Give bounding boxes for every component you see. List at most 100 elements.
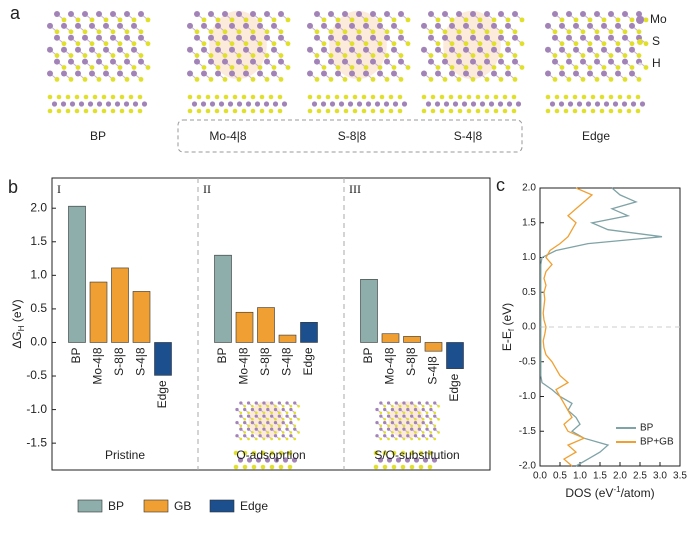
y-axis-label-part: (eV)	[10, 299, 24, 325]
bar	[300, 322, 318, 343]
s-atom	[262, 411, 266, 415]
s-atom	[435, 41, 441, 47]
mo-atom	[239, 414, 243, 418]
mo-atom	[246, 427, 251, 431]
s-atom	[626, 108, 632, 114]
legend-swatch	[636, 16, 644, 24]
legend-label: S	[652, 34, 660, 48]
mo-atom	[629, 22, 635, 29]
s-atom	[316, 94, 322, 100]
mo-atom	[410, 427, 414, 431]
s-atom	[289, 418, 293, 421]
s-atom	[349, 41, 355, 47]
mo-atom	[255, 457, 262, 463]
group-name: O-adsoprtion	[236, 448, 305, 462]
mo-atom	[463, 46, 469, 53]
mo-atom	[370, 58, 376, 65]
mo-atom	[271, 22, 277, 29]
mo-atom	[615, 70, 621, 77]
s-atom	[429, 404, 433, 408]
s-atom	[137, 94, 143, 100]
s-atom	[388, 94, 394, 100]
mo-atom	[285, 414, 289, 418]
s-atom	[222, 53, 228, 58]
mo-atom	[82, 34, 88, 41]
s-atom	[363, 65, 369, 70]
s-atom	[335, 17, 341, 23]
mo-atom	[194, 58, 200, 65]
s-atom	[96, 29, 102, 35]
mo-atom	[321, 46, 327, 53]
y-tick-label: 1.0	[30, 268, 47, 282]
s-atom	[421, 404, 425, 408]
s-atom	[137, 108, 143, 114]
mo-atom	[278, 58, 284, 65]
s-atom	[391, 404, 394, 408]
s-atom	[285, 424, 289, 428]
s-atom	[349, 65, 355, 70]
mo-atom	[398, 58, 404, 65]
s-atom	[328, 29, 334, 35]
s-atom	[278, 450, 284, 456]
s-atom	[260, 464, 266, 470]
mo-atom	[257, 22, 263, 29]
legend-label: BP	[108, 499, 124, 513]
s-atom	[356, 53, 362, 58]
s-atom	[271, 17, 277, 23]
mo-atom	[390, 420, 395, 425]
s-atom	[201, 65, 207, 70]
mo-atom	[391, 70, 397, 77]
mo-atom	[479, 101, 486, 107]
mo-atom	[229, 46, 235, 53]
mo-atom	[512, 58, 518, 65]
s-atom	[552, 29, 558, 35]
y-axis-label-sub: f	[507, 328, 516, 331]
s-atom	[421, 94, 427, 100]
bar	[360, 279, 378, 343]
mo-atom	[442, 11, 448, 17]
s-atom	[287, 464, 293, 470]
group-label: III	[349, 182, 361, 196]
s-atom	[128, 94, 134, 100]
s-atom	[223, 94, 229, 100]
s-atom	[285, 65, 291, 70]
s-atom	[241, 108, 247, 114]
mo-atom	[328, 34, 334, 41]
s-atom	[519, 65, 525, 70]
s-atom	[321, 65, 327, 70]
mo-atom	[421, 407, 425, 412]
s-atom	[243, 418, 247, 421]
s-atom	[214, 108, 220, 114]
mo-atom	[215, 22, 221, 29]
mo-atom	[96, 11, 102, 17]
mo-atom	[131, 22, 137, 29]
mo-atom	[187, 70, 193, 77]
mo-atom	[208, 34, 214, 41]
mo-atom	[307, 22, 313, 29]
mo-atom	[54, 11, 60, 17]
s-atom	[89, 41, 95, 47]
mo-atom	[470, 34, 476, 41]
mo-atom	[402, 401, 406, 405]
mo-atom	[347, 101, 354, 107]
s-atom	[590, 94, 596, 100]
s-atom	[484, 94, 490, 100]
s-atom	[491, 65, 497, 70]
s-atom	[519, 41, 525, 47]
mo-atom	[222, 58, 228, 65]
mo-atom	[270, 427, 274, 431]
mo-atom	[622, 34, 628, 41]
s-atom	[430, 94, 436, 100]
s-atom	[285, 41, 291, 47]
mo-atom	[335, 46, 341, 53]
s-atom	[274, 418, 277, 421]
mo-atom	[463, 70, 469, 77]
mo-atom	[250, 34, 256, 41]
mo-atom	[110, 11, 116, 17]
x-tick-label: 2.5	[633, 471, 647, 482]
s-atom	[289, 404, 293, 408]
mo-atom	[428, 34, 434, 41]
mo-atom	[335, 22, 341, 29]
bar	[89, 281, 108, 343]
s-atom	[361, 94, 367, 100]
